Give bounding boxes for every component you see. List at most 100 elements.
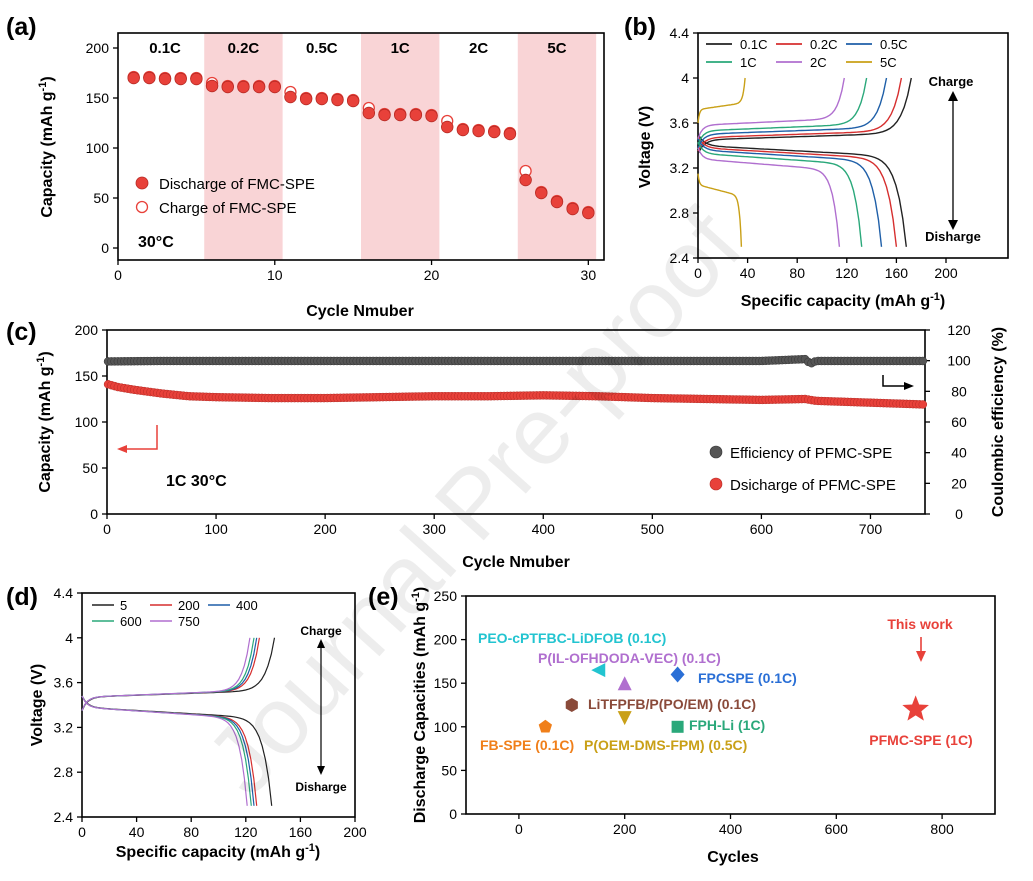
charge-label: Charge bbox=[929, 74, 974, 89]
watermark: Journal Pre-proof bbox=[186, 191, 762, 814]
discharge-point bbox=[582, 206, 595, 220]
y-tick-label: 3.2 bbox=[54, 719, 74, 735]
y-tick-label: 150 bbox=[75, 368, 99, 384]
legend-label: 400 bbox=[236, 598, 258, 613]
legend-label: 600 bbox=[120, 614, 142, 629]
y-tick-label: 100 bbox=[86, 140, 110, 156]
discharge-point bbox=[550, 195, 564, 209]
panel-c-long-cycling: 0 100 200 300 400 500 600 700 0 50 100 150 200 0 20 40 6… bbox=[35, 322, 1007, 571]
discharge-curve bbox=[697, 138, 883, 247]
x-tick-label: 160 bbox=[289, 824, 313, 840]
y-tick-label: 4.4 bbox=[54, 585, 74, 601]
y-tick-label: 4.4 bbox=[670, 25, 690, 41]
y-axis-label: Voltage (V) bbox=[29, 664, 46, 746]
x-tick-label: 700 bbox=[859, 521, 883, 537]
legend-label-discharge: Discharge of FMC-SPE bbox=[159, 176, 315, 193]
discharge-point bbox=[441, 120, 454, 134]
y-tick-label: 250 bbox=[434, 588, 458, 604]
plot-frame bbox=[81, 592, 356, 818]
y-tick-label: 4 bbox=[681, 70, 689, 86]
point-label: PFMC-SPE (1C) bbox=[869, 732, 972, 748]
y-axis-label: Capacity (mAh g-1) bbox=[35, 351, 54, 492]
y2-tick-label: 80 bbox=[951, 383, 967, 399]
right-axis-arrow bbox=[882, 375, 910, 387]
discharge-curve bbox=[697, 173, 743, 247]
legend-marker-discharge bbox=[135, 176, 149, 190]
discharge-point bbox=[284, 90, 297, 104]
left-arrow-head bbox=[117, 445, 127, 453]
x-tick-label: 0 bbox=[114, 267, 122, 283]
y-tick-label: 2.4 bbox=[54, 809, 74, 825]
y-tick-label: 200 bbox=[434, 632, 458, 648]
y-tick-label: 0 bbox=[101, 240, 109, 256]
x-tick-label: 30 bbox=[581, 267, 597, 283]
x-tick-label: 100 bbox=[204, 521, 228, 537]
marker-pentagon bbox=[538, 719, 553, 733]
discharge-point bbox=[378, 108, 391, 122]
left-axis-arrow bbox=[121, 425, 158, 450]
discharge-point bbox=[409, 108, 423, 122]
y-tick-label: 200 bbox=[75, 322, 99, 338]
arrow-head-down bbox=[317, 766, 325, 775]
plot-frame bbox=[697, 32, 1009, 259]
legend-label: 0.5C bbox=[880, 37, 907, 52]
legend-label: 1C bbox=[740, 55, 757, 70]
charge-curve bbox=[697, 77, 868, 145]
discharge-point bbox=[143, 71, 156, 85]
charge-curve bbox=[697, 77, 912, 154]
right-arrow-head bbox=[904, 382, 914, 390]
charge-curve bbox=[697, 77, 746, 124]
marker-hexagon bbox=[565, 698, 578, 712]
x-tick-label: 300 bbox=[423, 521, 447, 537]
y2-tick-label: 100 bbox=[947, 353, 971, 369]
x-tick-label: 200 bbox=[613, 821, 637, 837]
x-axis-label: Specific capacity (mAh g-1) bbox=[741, 291, 946, 310]
y-tick-label: 50 bbox=[93, 190, 109, 206]
discharge-point bbox=[158, 72, 172, 86]
discharge-point bbox=[346, 94, 360, 108]
y-tick-label: 150 bbox=[434, 675, 458, 691]
rate-label: 0.1C bbox=[149, 40, 181, 57]
y2-axis-label: Coulombic efficiency (%) bbox=[990, 327, 1007, 517]
point-label: LiTFPFB/P(PO/EM) (0.1C) bbox=[588, 696, 756, 712]
panel-label-e: (e) bbox=[368, 583, 399, 611]
y-tick-label: 100 bbox=[434, 719, 458, 735]
discharge-point bbox=[252, 80, 266, 94]
discharge-point bbox=[362, 106, 376, 120]
discharge-point bbox=[315, 92, 329, 106]
legend-label: 200 bbox=[178, 598, 200, 613]
x-tick-label: 600 bbox=[750, 521, 774, 537]
legend-label: 5 bbox=[120, 598, 127, 613]
x-tick-label: 200 bbox=[313, 521, 337, 537]
legend-label: 0.2C bbox=[810, 37, 837, 52]
discharge-point bbox=[237, 80, 250, 94]
x-tick-label: 80 bbox=[183, 824, 199, 840]
y2-tick-label: 120 bbox=[947, 322, 971, 338]
x-axis-label: Specific capacity (mAh g-1) bbox=[116, 842, 321, 861]
discharge-curve bbox=[81, 695, 248, 806]
discharge-point bbox=[918, 400, 928, 409]
arrow-head-down bbox=[948, 220, 958, 230]
x-tick-label: 160 bbox=[885, 265, 909, 281]
this-work-arrow-head bbox=[916, 651, 926, 662]
discharge-point bbox=[425, 109, 438, 123]
x-tick-label: 200 bbox=[343, 824, 367, 840]
efficiency-point bbox=[918, 356, 928, 366]
x-tick-label: 400 bbox=[719, 821, 743, 837]
discharge-point bbox=[174, 72, 187, 86]
point-label: P(OEM-DMS-FPM) (0.5C) bbox=[584, 737, 747, 753]
discharge-point bbox=[127, 71, 140, 85]
y-tick-label: 3.6 bbox=[670, 115, 690, 131]
y-tick-label: 4 bbox=[65, 630, 73, 646]
marker-triangle-left bbox=[591, 663, 606, 678]
rate-band bbox=[361, 33, 440, 260]
y-axis-label: Capacity (mAh g-1) bbox=[37, 76, 56, 217]
plot-frame bbox=[117, 32, 605, 261]
discharge-point bbox=[472, 124, 485, 138]
discharge-point bbox=[488, 125, 501, 139]
x-tick-label: 600 bbox=[825, 821, 849, 837]
discharge-point bbox=[299, 92, 313, 106]
x-tick-label: 120 bbox=[835, 265, 859, 281]
charge-curve bbox=[81, 637, 251, 711]
legend-label: 0.1C bbox=[740, 37, 767, 52]
